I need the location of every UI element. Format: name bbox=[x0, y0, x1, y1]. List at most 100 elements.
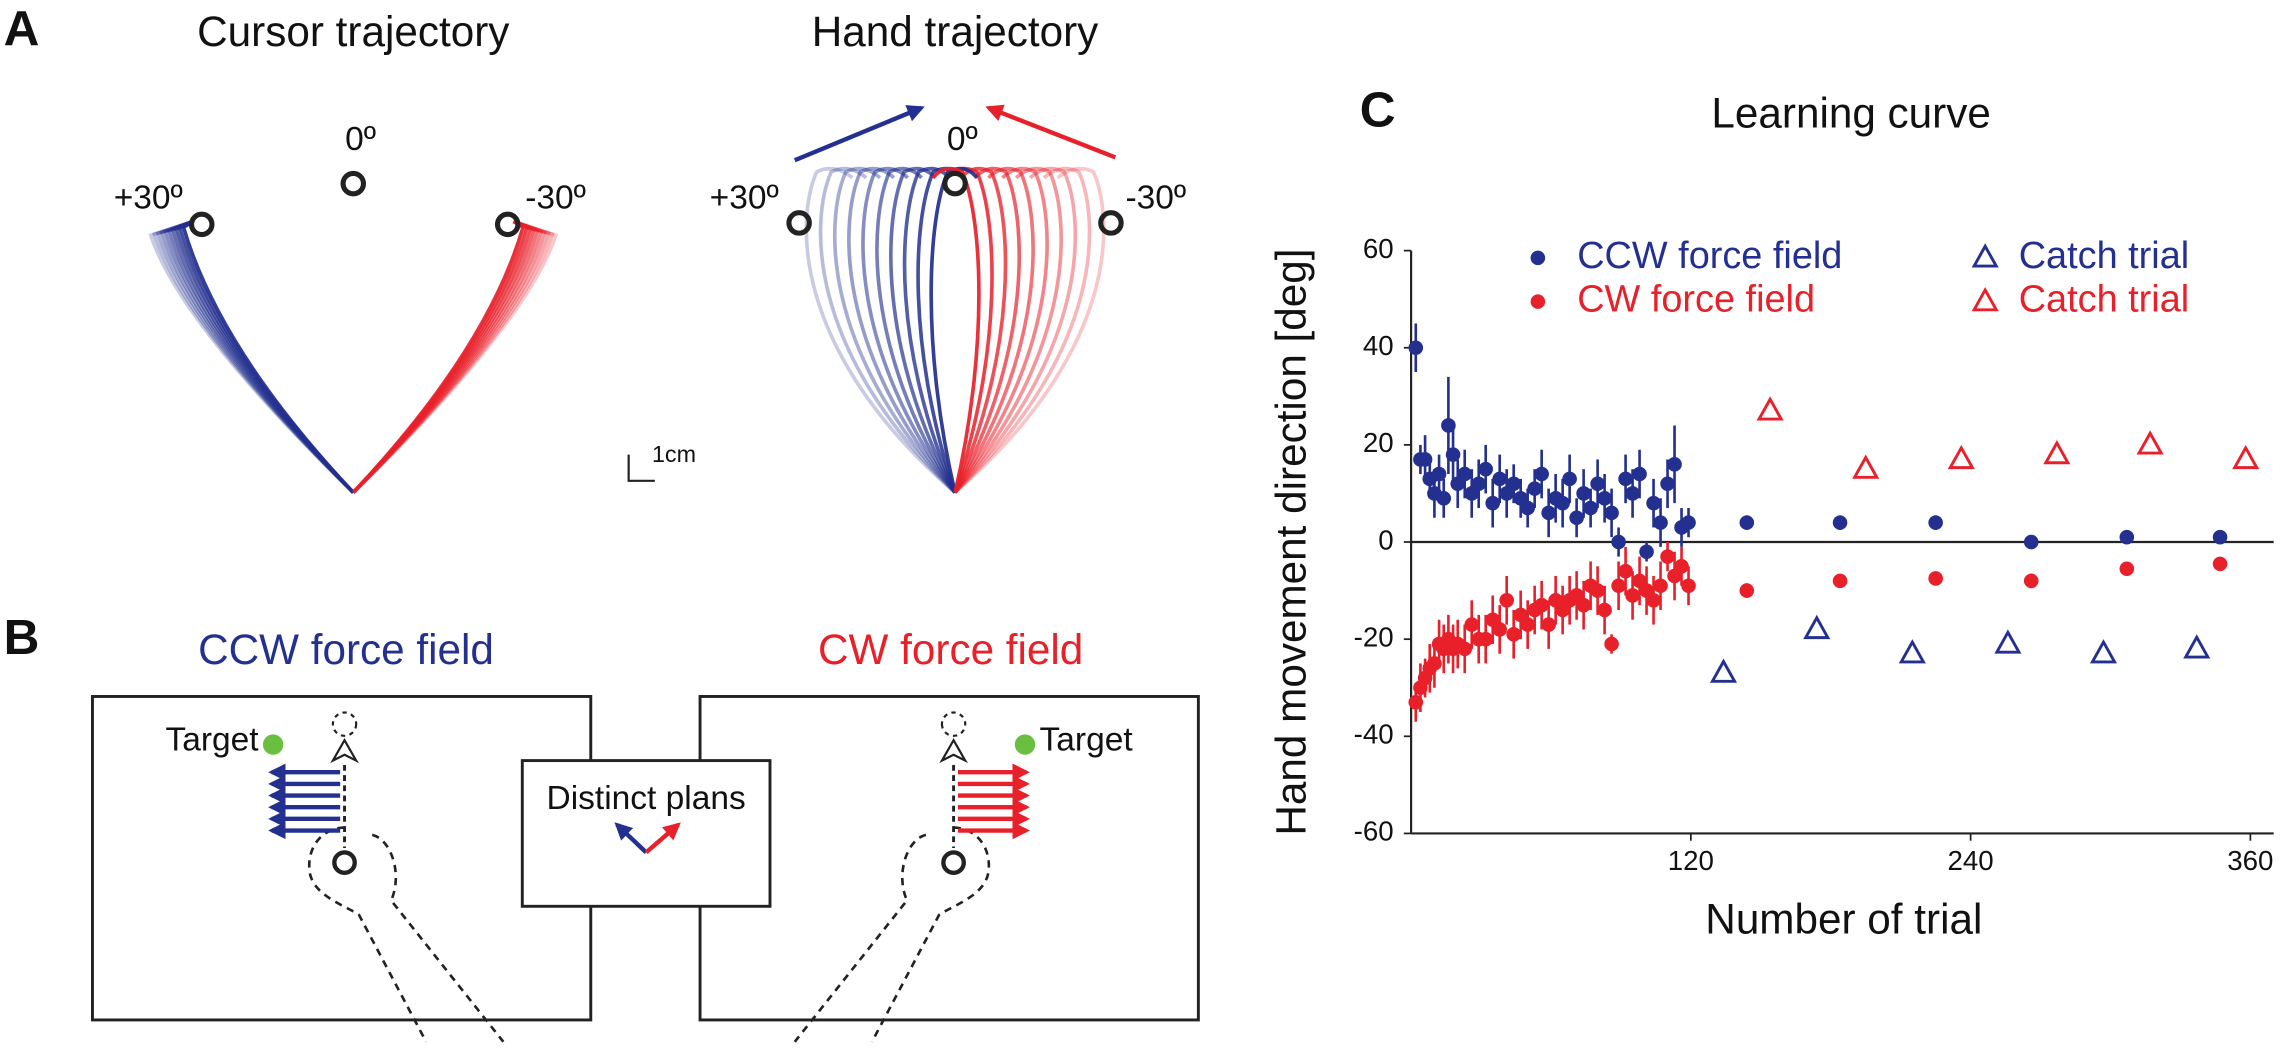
trajectory bbox=[861, 166, 957, 494]
x-axis-label: Number of trial bbox=[1705, 895, 1982, 942]
plot: -60 -40 -20 0 20 40 60 120 240 360 CCW force field… bbox=[1354, 233, 2274, 876]
catch-trial-marker bbox=[2136, 430, 2164, 455]
data-point bbox=[1660, 476, 1675, 492]
data-point bbox=[1618, 471, 1633, 487]
catch-trial-marker bbox=[1898, 639, 1926, 664]
data-point bbox=[1590, 583, 1605, 598]
trajectory bbox=[902, 166, 957, 494]
y-tick-label: 60 bbox=[1363, 233, 1394, 264]
data-point bbox=[1611, 534, 1626, 550]
hand-position bbox=[332, 850, 357, 875]
legend-marker bbox=[1530, 250, 1546, 266]
data-point bbox=[1611, 578, 1626, 594]
data-point bbox=[2023, 573, 2039, 589]
catch-trial-marker bbox=[1803, 614, 1831, 640]
data-point bbox=[1485, 495, 1500, 511]
data-point bbox=[1739, 515, 1755, 530]
cursor bbox=[330, 737, 359, 764]
data-point bbox=[1569, 510, 1584, 526]
trajectory bbox=[174, 219, 355, 494]
trajectory bbox=[351, 219, 529, 494]
plans-label: Distinct plans bbox=[547, 780, 746, 817]
data-point bbox=[1534, 597, 1549, 613]
data-point bbox=[1431, 466, 1447, 482]
trajectories bbox=[148, 166, 1106, 494]
arrow bbox=[644, 822, 681, 855]
data-point bbox=[1499, 593, 1514, 608]
data-point bbox=[1576, 597, 1591, 613]
arrow bbox=[985, 104, 1117, 160]
data-point bbox=[1928, 571, 1943, 586]
trajectory bbox=[945, 166, 994, 494]
panel-title: CW force field bbox=[818, 626, 1083, 673]
y-tick-label: 0 bbox=[1378, 524, 1393, 555]
panel-label: C bbox=[1360, 83, 1396, 138]
data-point bbox=[1464, 617, 1479, 632]
data-point bbox=[2119, 529, 2135, 545]
data-point bbox=[2212, 529, 2228, 545]
target-label: +30º bbox=[710, 179, 779, 216]
arm-outline bbox=[308, 826, 505, 1043]
arm-outline bbox=[793, 826, 991, 1043]
trajectory bbox=[953, 166, 1008, 494]
arrow bbox=[614, 822, 648, 854]
target-label: -30º bbox=[525, 179, 586, 216]
data-point bbox=[1478, 461, 1493, 477]
data-point bbox=[1492, 471, 1507, 487]
data-point bbox=[1471, 476, 1486, 492]
data-point bbox=[1632, 466, 1647, 482]
trajectory bbox=[889, 166, 957, 494]
trajectory bbox=[351, 219, 526, 494]
catch-trial-marker bbox=[2183, 634, 2211, 659]
data-point bbox=[1739, 583, 1755, 598]
data-point bbox=[1625, 486, 1640, 501]
data-point bbox=[1506, 627, 1521, 642]
trajectory bbox=[953, 166, 1049, 494]
trajectory bbox=[832, 166, 957, 494]
trajectory bbox=[929, 166, 979, 493]
data-point bbox=[1618, 563, 1633, 579]
target-label: 0º bbox=[345, 121, 376, 158]
legend-marker bbox=[1530, 294, 1546, 309]
x-tick-label: 360 bbox=[2227, 845, 2273, 876]
panel-label: A bbox=[4, 1, 40, 56]
panel-title: Cursor trajectory bbox=[197, 8, 510, 55]
panel-title: CCW force field bbox=[198, 626, 494, 673]
hand-diagram bbox=[793, 711, 1036, 1043]
plans-box bbox=[520, 759, 772, 908]
legend-marker bbox=[1971, 243, 1999, 268]
legend-label: CCW force field bbox=[1577, 235, 1842, 277]
y-tick-label: 20 bbox=[1363, 427, 1394, 458]
data-point bbox=[2119, 561, 2135, 577]
trajectory bbox=[953, 166, 1035, 494]
y-tick-label: -40 bbox=[1354, 719, 1394, 750]
data-point bbox=[1408, 340, 1424, 356]
data-point bbox=[1681, 578, 1696, 594]
trajectory bbox=[916, 166, 965, 494]
targets bbox=[188, 170, 1124, 238]
target-label: -30º bbox=[1126, 179, 1187, 216]
x-tick-label: 120 bbox=[1668, 845, 1714, 876]
trajectory bbox=[847, 166, 957, 494]
data-point bbox=[1646, 495, 1661, 511]
start-position bbox=[940, 711, 967, 737]
data-point bbox=[1492, 622, 1507, 637]
data-point bbox=[1576, 486, 1591, 501]
y-tick-label: 40 bbox=[1363, 330, 1394, 361]
data-point bbox=[1541, 617, 1556, 632]
data-point bbox=[1604, 636, 1619, 652]
catch-trial-marker bbox=[2232, 444, 2260, 470]
catch-trial-marker bbox=[1756, 396, 1784, 421]
chart-title: Learning curve bbox=[1711, 90, 1990, 137]
trajectory bbox=[931, 166, 981, 493]
data-point bbox=[1646, 593, 1661, 608]
trajectory bbox=[351, 219, 537, 494]
data-point bbox=[1604, 505, 1619, 521]
y-tick-label: -60 bbox=[1354, 816, 1394, 847]
y-tick-label: -20 bbox=[1354, 621, 1394, 652]
data-point bbox=[1653, 578, 1668, 594]
scale-label: 1cm bbox=[652, 441, 696, 467]
trajectory bbox=[953, 166, 1092, 494]
catch-trial-marker bbox=[1994, 629, 2022, 654]
